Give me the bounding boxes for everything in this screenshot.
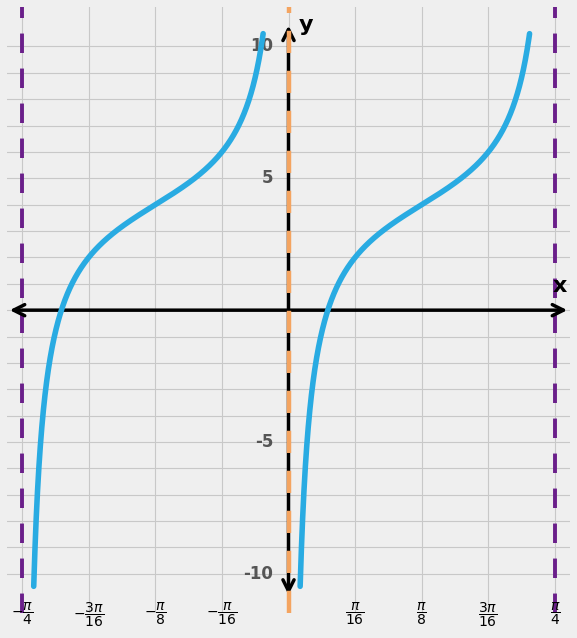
Text: -10: -10 [243,565,273,583]
Text: $\dfrac{3\pi}{16}$: $\dfrac{3\pi}{16}$ [478,600,498,628]
Text: 10: 10 [250,38,273,56]
Text: $-\dfrac{\pi}{16}$: $-\dfrac{\pi}{16}$ [206,600,238,627]
Text: x: x [552,276,567,295]
Text: $-\dfrac{3\pi}{16}$: $-\dfrac{3\pi}{16}$ [73,600,104,628]
Text: $-\dfrac{\pi}{4}$: $-\dfrac{\pi}{4}$ [11,600,33,627]
Text: $-\dfrac{\pi}{8}$: $-\dfrac{\pi}{8}$ [144,600,167,627]
Text: $\dfrac{\pi}{8}$: $\dfrac{\pi}{8}$ [416,600,427,627]
Text: y: y [299,15,313,35]
Text: $\dfrac{\pi}{4}$: $\dfrac{\pi}{4}$ [549,600,560,627]
Text: 5: 5 [262,169,273,188]
Text: $\dfrac{\pi}{16}$: $\dfrac{\pi}{16}$ [345,600,365,627]
Text: -5: -5 [255,433,273,451]
